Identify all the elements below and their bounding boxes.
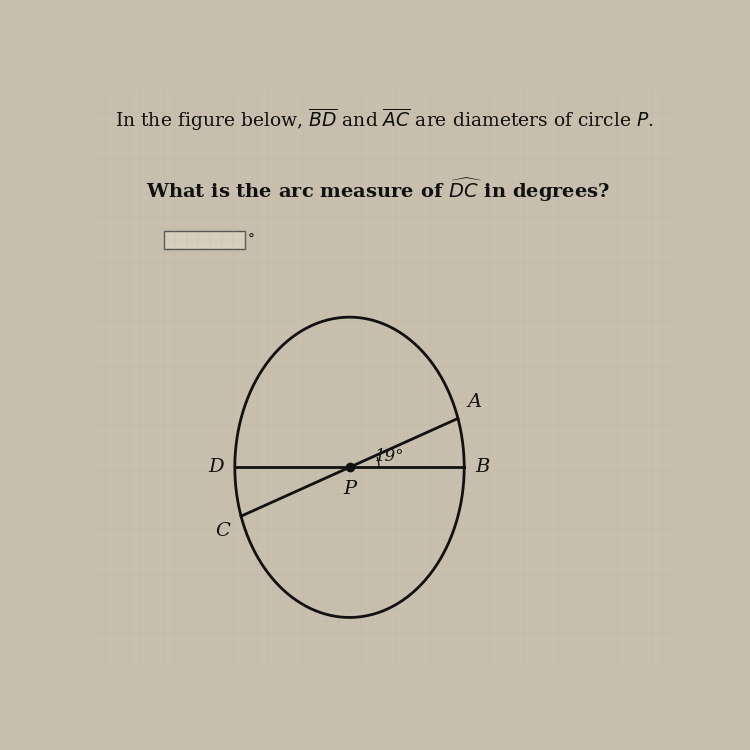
- Text: 19°: 19°: [374, 448, 404, 465]
- Text: What is the arc measure of $\widehat{DC}$ in degrees?: What is the arc measure of $\widehat{DC}…: [146, 176, 610, 204]
- Text: B: B: [475, 458, 490, 476]
- Text: C: C: [215, 522, 230, 540]
- FancyBboxPatch shape: [164, 231, 244, 250]
- Text: In the figure below, $\overline{BD}$ and $\overline{AC}$ are diameters of circle: In the figure below, $\overline{BD}$ and…: [115, 106, 654, 133]
- Text: P: P: [343, 479, 356, 497]
- Text: D: D: [209, 458, 224, 476]
- Text: A: A: [467, 393, 482, 411]
- Text: °: °: [248, 233, 255, 248]
